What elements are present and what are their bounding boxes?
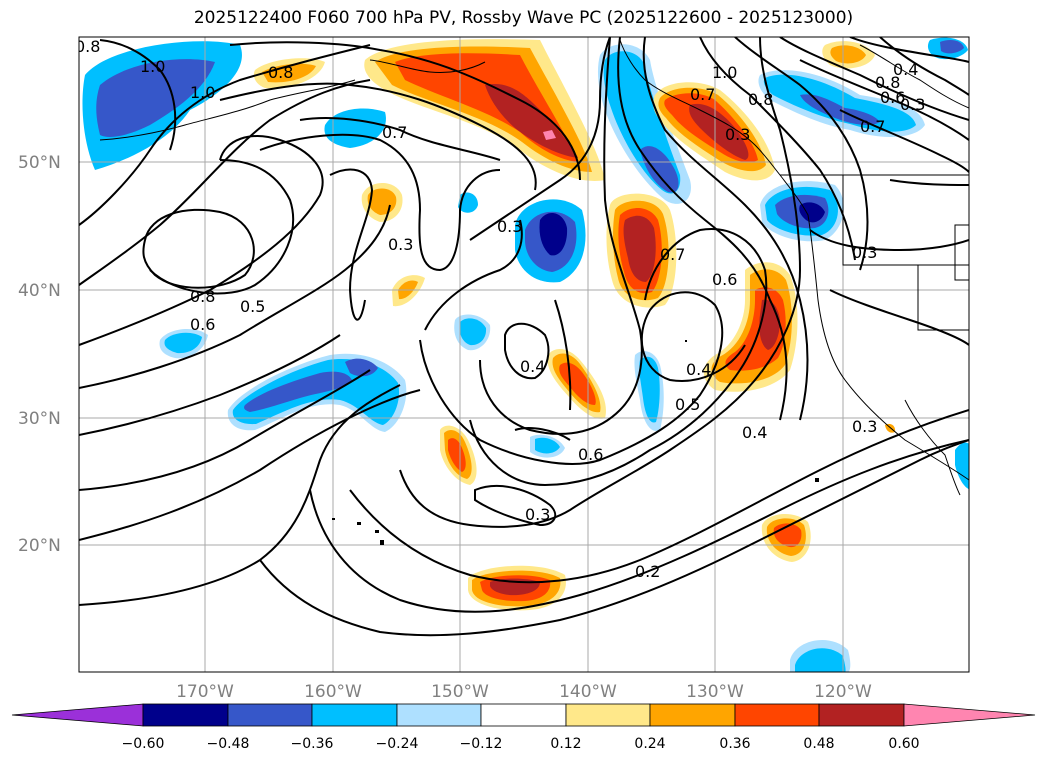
gridlines [79, 37, 969, 672]
contour-label: 0.8 [190, 287, 215, 306]
colorbar-segment [311, 703, 398, 727]
contour-label: 0.8 [748, 90, 773, 109]
colorbar-segment [11, 703, 144, 727]
colorbar-segment [903, 703, 1036, 727]
contour-label: 0.6 [190, 315, 215, 334]
colorbar-segment [818, 703, 905, 727]
lon-axis: 170°W 160°W 150°W 140°W 130°W 120°W [176, 682, 872, 702]
coastlines [99, 39, 969, 496]
colorbar-tick: −0.12 [460, 736, 503, 752]
colorbar-segment [734, 703, 820, 727]
lat-label: 20°N [18, 536, 61, 556]
contour-label: 0.3 [497, 217, 522, 236]
map-border [78, 36, 970, 673]
colorbar-tick: −0.60 [122, 736, 165, 752]
contour-label: 0.5 [675, 395, 700, 414]
contour-label: 0.4 [686, 360, 711, 379]
lon-label: 140°W [559, 682, 617, 702]
contour-label: 0.7 [382, 123, 407, 142]
colorbar-segment [142, 703, 229, 727]
contour-label: 0.7 [860, 117, 885, 136]
lat-label: 30°N [18, 409, 61, 429]
pv-anomaly-shading [82, 37, 969, 672]
colorbar-segment [396, 703, 482, 727]
contour-label: 0.8 [75, 37, 100, 56]
colorbar-tick: −0.48 [207, 736, 250, 752]
colorbar [11, 703, 1036, 727]
contour-labels: 0.8 1.0 0.8 1.0 0.7 0.3 0.3 0.8 0.5 0.6 … [75, 37, 925, 581]
islands [332, 340, 819, 545]
contour-label: 1.0 [140, 57, 165, 76]
colorbar-tick: 0.48 [803, 736, 834, 752]
colorbar-tick: −0.24 [376, 736, 419, 752]
contour-label: 0.3 [900, 95, 925, 114]
lon-label: 160°W [304, 682, 362, 702]
contour-label: 0.5 [240, 297, 265, 316]
colorbar-tick: 0.60 [888, 736, 919, 752]
contour-label: 0.3 [388, 235, 413, 254]
colorbar-ticks: −0.60 −0.48 −0.36 −0.24 −0.12 0.12 0.24 … [122, 736, 920, 752]
contour-label: 0.4 [742, 423, 767, 442]
colorbar-segment [227, 703, 313, 727]
contour-label: 0.6 [880, 88, 905, 107]
lon-label: 150°W [431, 682, 489, 702]
contour-label: 0.6 [578, 445, 603, 464]
lon-label: 170°W [176, 682, 234, 702]
colorbar-segment [480, 703, 567, 727]
contour-label: 0.7 [690, 85, 715, 104]
contour-label: 1.0 [712, 63, 737, 82]
colorbar-tick: −0.36 [291, 736, 334, 752]
contour-label: 0.3 [852, 243, 877, 262]
colorbar-tick: 0.36 [719, 736, 750, 752]
colorbar-tick: 0.12 [550, 736, 581, 752]
contour-label: 0.4 [520, 357, 545, 376]
pv-contours [79, 37, 969, 637]
colorbar-segment [565, 703, 651, 727]
contour-label: 0.6 [712, 270, 737, 289]
contour-label: 0.3 [525, 505, 550, 524]
contour-label: 0.8 [875, 73, 900, 92]
lat-axis: 50°N 40°N 30°N 20°N [18, 153, 61, 556]
lat-label: 50°N [18, 153, 61, 173]
contour-label: 0.4 [893, 60, 918, 79]
contour-label: 0.8 [268, 63, 293, 82]
colorbar-tick: 0.24 [634, 736, 665, 752]
contour-label: 0.2 [635, 562, 660, 581]
contour-label: 0.3 [852, 417, 877, 436]
contour-label: 0.7 [660, 245, 685, 264]
lon-label: 120°W [814, 682, 872, 702]
colorbar-segment [649, 703, 736, 727]
lon-label: 130°W [686, 682, 744, 702]
contour-label: 1.0 [190, 83, 215, 102]
lat-label: 40°N [18, 281, 61, 301]
figure-title: 2025122400 F060 700 hPa PV, Rossby Wave … [193, 8, 854, 28]
contour-label: 0.3 [725, 125, 750, 144]
